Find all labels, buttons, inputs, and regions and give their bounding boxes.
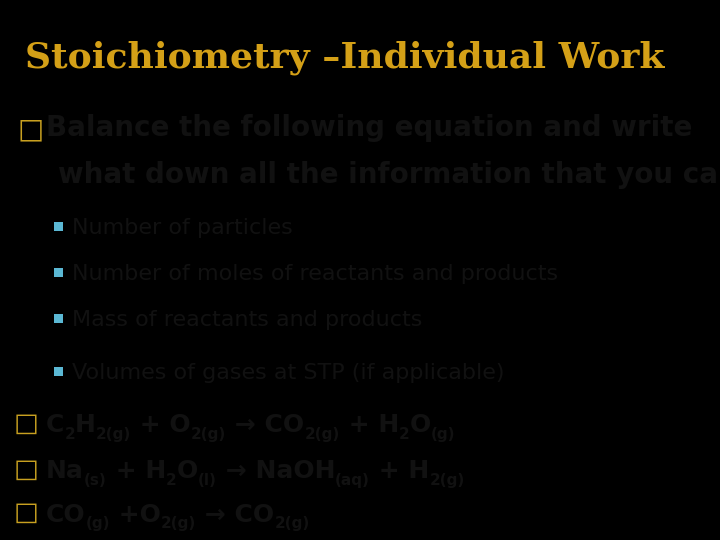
Text: □: □	[14, 410, 39, 436]
Text: → CO: → CO	[197, 503, 274, 526]
Text: Number of moles of reactants and products: Number of moles of reactants and product…	[72, 264, 558, 284]
Text: CO: CO	[46, 503, 86, 526]
Text: + H: + H	[340, 413, 399, 437]
Text: Mass of reactants and products: Mass of reactants and products	[72, 310, 423, 330]
Text: (s): (s)	[84, 473, 107, 488]
Text: Balance the following equation and write: Balance the following equation and write	[46, 114, 693, 142]
Text: Number of particles: Number of particles	[72, 218, 293, 238]
Text: Stoichiometry –Individual Work: Stoichiometry –Individual Work	[25, 40, 665, 75]
Text: (aq): (aq)	[336, 473, 370, 488]
Text: □: □	[14, 457, 39, 483]
Bar	[54, 222, 63, 231]
Text: + O: + O	[131, 413, 191, 437]
Text: Na: Na	[46, 460, 84, 483]
Text: 2: 2	[64, 427, 75, 442]
Text: Volumes of gases at STP (if applicable): Volumes of gases at STP (if applicable)	[72, 363, 505, 383]
Text: → CO: → CO	[226, 413, 305, 437]
Text: (g): (g)	[86, 516, 110, 531]
Text: 2(g): 2(g)	[274, 516, 310, 531]
Text: (g): (g)	[431, 427, 455, 442]
Text: 2: 2	[166, 473, 176, 488]
Bar	[54, 367, 63, 376]
Text: H: H	[75, 413, 96, 437]
Text: what down all the information that you can: what down all the information that you c…	[58, 160, 720, 188]
Text: O: O	[176, 460, 198, 483]
Text: 2(g): 2(g)	[191, 427, 226, 442]
Text: 2(g): 2(g)	[305, 427, 340, 442]
Bar	[54, 268, 63, 277]
Text: (l): (l)	[198, 473, 217, 488]
Text: □: □	[18, 116, 44, 143]
Text: 2: 2	[399, 427, 410, 442]
Text: + H: + H	[370, 460, 429, 483]
Text: +O: +O	[110, 503, 161, 526]
Text: O: O	[410, 413, 431, 437]
Text: □: □	[14, 500, 39, 526]
Bar	[54, 314, 63, 323]
Text: + H: + H	[107, 460, 166, 483]
Text: 2(g): 2(g)	[161, 516, 197, 531]
Text: → NaOH: → NaOH	[217, 460, 336, 483]
Text: 2(g): 2(g)	[96, 427, 131, 442]
Text: C: C	[46, 413, 64, 437]
Text: 2(g): 2(g)	[429, 473, 464, 488]
